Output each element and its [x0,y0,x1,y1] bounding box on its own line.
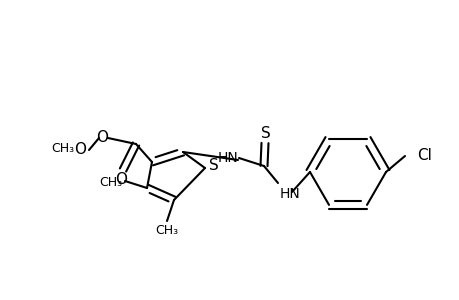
Text: Cl: Cl [416,148,431,164]
Text: O: O [115,172,127,188]
Text: S: S [209,158,218,172]
Text: CH₃: CH₃ [155,224,178,238]
Text: CH₃: CH₃ [99,176,122,188]
Text: HN: HN [280,187,300,201]
Text: S: S [261,127,270,142]
Text: CH₃: CH₃ [51,142,74,154]
Text: HN: HN [217,151,238,165]
Text: O: O [96,130,108,146]
Text: O: O [74,142,86,158]
